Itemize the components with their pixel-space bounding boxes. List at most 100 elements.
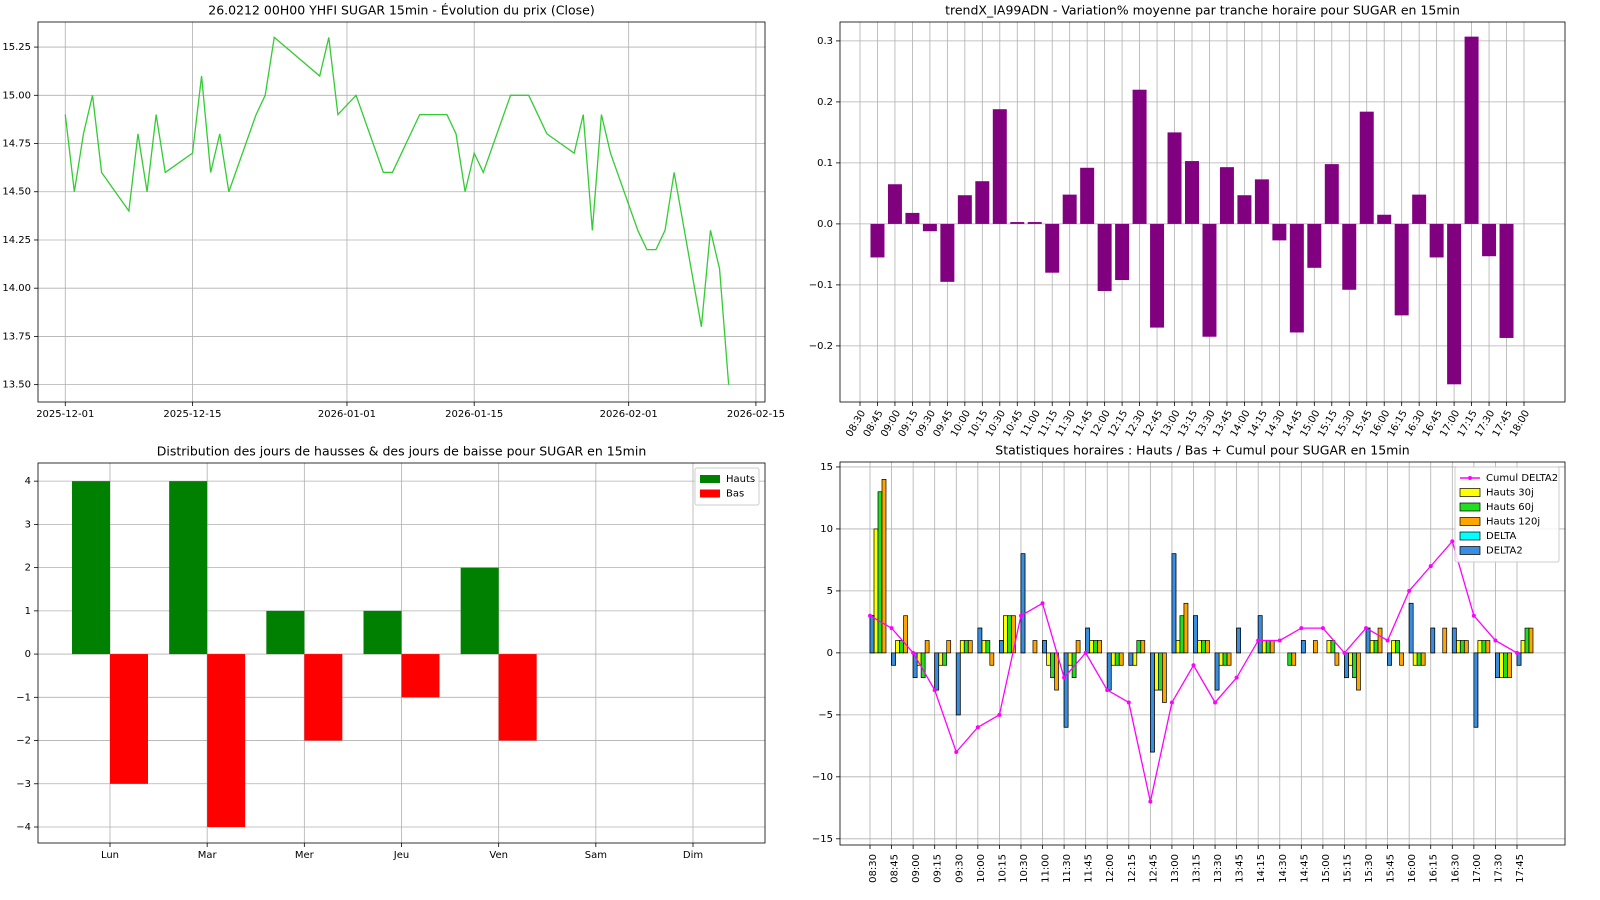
bar — [498, 654, 537, 741]
x-tick-label: 11:00 — [1041, 854, 1052, 883]
bar — [1042, 640, 1047, 654]
bar — [1269, 640, 1275, 654]
x-tick-label: 10:15 — [997, 854, 1008, 883]
y-tick-label: 5 — [827, 586, 833, 597]
bar — [1344, 652, 1349, 679]
bar — [1257, 615, 1263, 654]
bar — [1197, 640, 1202, 654]
x-tick-label: 17:30 — [1493, 854, 1504, 883]
bar — [1356, 652, 1361, 691]
y-tick-label: −3 — [16, 779, 31, 790]
bar — [899, 640, 904, 654]
x-tick-label: 17:45 — [1515, 854, 1526, 883]
y-tick-label: −15 — [812, 834, 833, 845]
bar — [1193, 615, 1198, 654]
legend-label: Hauts — [726, 474, 755, 485]
y-tick-label: −1 — [16, 692, 31, 703]
line-marker — [932, 688, 937, 693]
chart-panel: 26.0212 00H00 YHFI SUGAR 15min - Évoluti… — [2, 3, 785, 421]
bar — [957, 195, 972, 224]
line-marker — [889, 626, 894, 631]
y-tick-label: −2 — [16, 736, 31, 747]
bar — [1046, 652, 1051, 666]
line-marker — [997, 712, 1002, 717]
x-tick-label: 2026-02-01 — [600, 409, 658, 420]
bar — [1377, 627, 1383, 654]
y-tick-label: 10 — [820, 524, 833, 535]
plot-area — [38, 22, 765, 402]
y-tick-label: 0 — [827, 648, 833, 659]
bar — [1291, 652, 1297, 666]
bar — [920, 652, 926, 679]
line-marker — [1083, 650, 1088, 655]
line-marker — [1148, 799, 1153, 804]
y-tick-label: 0.3 — [817, 36, 833, 47]
bar — [1429, 223, 1444, 258]
bar — [1085, 627, 1091, 654]
y-tick-label: 0.1 — [817, 158, 833, 169]
bar — [1010, 222, 1025, 224]
bar — [1089, 640, 1095, 654]
y-tick-label: 1 — [25, 606, 31, 617]
legend-label: Bas — [726, 489, 744, 500]
line-marker — [1062, 675, 1067, 680]
bar — [1373, 640, 1379, 654]
bar — [1201, 640, 1206, 654]
bar — [363, 610, 402, 655]
bar — [1464, 36, 1479, 224]
line-marker — [1040, 601, 1045, 606]
bar — [1416, 652, 1422, 666]
bar — [1045, 223, 1060, 273]
x-tick-label: Lun — [101, 850, 119, 861]
y-tick-label: 0.0 — [817, 219, 833, 230]
line-marker — [1364, 626, 1369, 631]
axes-frame — [37, 21, 766, 403]
y-tick-label: 15 — [820, 462, 833, 473]
y-tick-label: −4 — [16, 822, 31, 833]
bar — [266, 610, 305, 655]
bar — [992, 109, 1007, 224]
line-marker — [1407, 588, 1412, 593]
x-tick-label: 2025-12-01 — [36, 409, 94, 420]
bar — [1455, 640, 1461, 654]
bar — [1261, 640, 1267, 654]
bar — [1499, 223, 1514, 338]
y-tick-label: 15.00 — [2, 90, 31, 101]
bar — [981, 640, 987, 654]
line-marker — [1428, 564, 1433, 569]
x-tick-label: 2026-01-15 — [445, 409, 503, 420]
bar — [1451, 627, 1457, 654]
bar — [1352, 652, 1357, 679]
bar — [1185, 161, 1199, 224]
bar — [1359, 111, 1374, 224]
x-tick-label: 12:00 — [1105, 854, 1116, 883]
bar — [1387, 652, 1392, 666]
bar — [959, 640, 965, 654]
bar — [1348, 652, 1353, 666]
x-tick-label: 09:30 — [954, 854, 965, 883]
x-tick-label: 16:30 — [1450, 854, 1461, 883]
bar — [895, 640, 900, 654]
bar — [1110, 652, 1116, 666]
legend-swatch — [700, 489, 720, 498]
bar — [401, 654, 440, 698]
x-tick-label: 13:00 — [1170, 854, 1181, 883]
y-tick-label: −10 — [812, 772, 833, 783]
bar — [922, 223, 937, 232]
bar — [1272, 223, 1287, 241]
bar — [169, 481, 208, 655]
bar — [1032, 640, 1038, 654]
bar — [1222, 652, 1228, 666]
legend-swatch — [700, 475, 720, 483]
x-tick-label: 15:15 — [1342, 854, 1353, 883]
line-marker — [975, 725, 980, 730]
bar — [1477, 640, 1483, 654]
chart-panel: Statistiques horaires : Hauts / Bas + Cu… — [812, 443, 1566, 883]
bar — [1179, 615, 1185, 654]
bar — [1395, 640, 1400, 654]
x-tick-label: 14:15 — [1256, 854, 1267, 883]
line-marker — [1450, 539, 1455, 544]
bar — [1524, 627, 1530, 654]
bar — [207, 654, 246, 828]
